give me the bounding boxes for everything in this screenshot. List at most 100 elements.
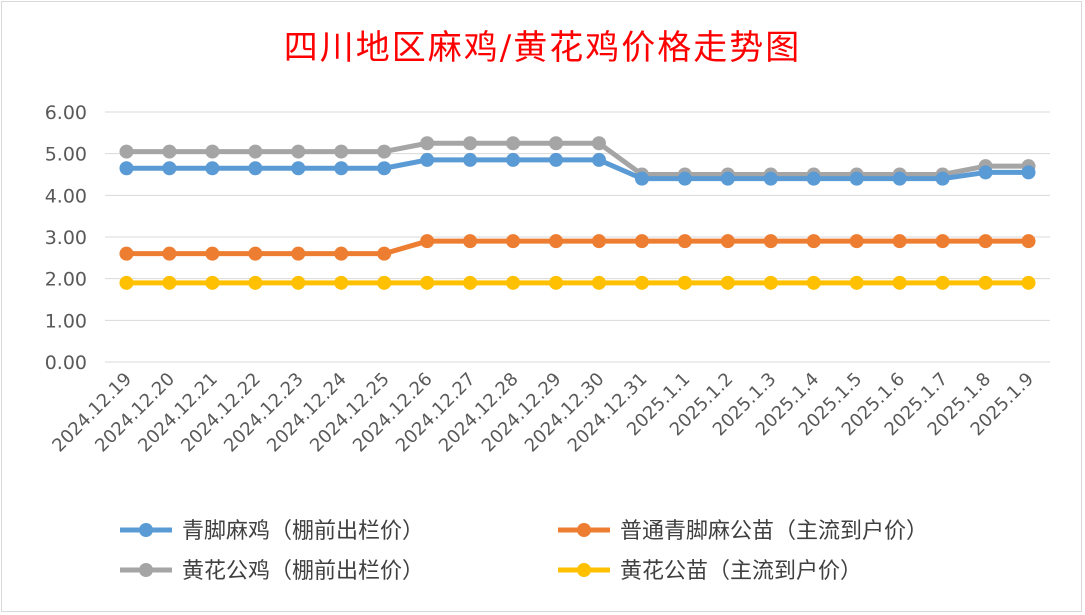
legend-swatch-marker bbox=[577, 563, 591, 577]
data-point bbox=[763, 234, 778, 249]
data-point bbox=[763, 171, 778, 186]
data-point bbox=[420, 136, 435, 151]
data-point bbox=[291, 275, 306, 290]
data-point bbox=[806, 234, 821, 249]
data-point bbox=[162, 161, 177, 176]
data-point bbox=[591, 152, 606, 167]
data-point bbox=[377, 161, 392, 176]
data-point bbox=[463, 234, 478, 249]
data-point bbox=[634, 275, 649, 290]
data-point bbox=[549, 136, 564, 151]
data-point bbox=[892, 171, 907, 186]
data-point bbox=[334, 144, 349, 159]
data-point bbox=[119, 144, 134, 159]
data-point bbox=[162, 144, 177, 159]
data-point bbox=[205, 246, 220, 261]
legend: 青脚麻鸡（棚前出栏价） 普通青脚麻公苗（主流到户价） 黄花公鸡（棚前出栏价） 黄花公苗… bbox=[120, 519, 928, 584]
data-point bbox=[420, 234, 435, 249]
legend-label: 黄花公鸡（棚前出栏价） bbox=[182, 559, 424, 584]
data-point bbox=[420, 152, 435, 167]
data-point bbox=[549, 152, 564, 167]
y-tick-label: 2.00 bbox=[45, 269, 87, 291]
data-point bbox=[1021, 165, 1036, 180]
y-tick-label: 6.00 bbox=[45, 102, 87, 124]
legend-entry: 黄花公鸡（棚前出栏价） bbox=[120, 559, 424, 584]
data-point bbox=[205, 275, 220, 290]
data-point bbox=[634, 234, 649, 249]
data-point bbox=[1021, 234, 1036, 249]
data-point bbox=[849, 275, 864, 290]
series-1 bbox=[119, 234, 1036, 261]
legend-swatch-marker bbox=[139, 563, 153, 577]
series-line bbox=[126, 140, 1029, 177]
series-lines bbox=[119, 136, 1036, 290]
series-line bbox=[126, 238, 1029, 257]
y-tick-label: 4.00 bbox=[45, 185, 87, 207]
data-point bbox=[463, 152, 478, 167]
data-point bbox=[720, 234, 735, 249]
data-point bbox=[205, 144, 220, 159]
data-point bbox=[677, 234, 692, 249]
data-point bbox=[506, 234, 521, 249]
data-point bbox=[806, 171, 821, 186]
data-point bbox=[291, 144, 306, 159]
y-tick-label: 0.00 bbox=[45, 352, 87, 374]
series-0 bbox=[119, 152, 1036, 186]
data-point bbox=[677, 171, 692, 186]
data-point bbox=[892, 275, 907, 290]
data-point bbox=[334, 161, 349, 176]
data-point bbox=[978, 234, 993, 249]
data-point bbox=[935, 171, 950, 186]
data-point bbox=[119, 275, 134, 290]
series-3 bbox=[119, 275, 1036, 290]
data-point bbox=[677, 275, 692, 290]
data-point bbox=[720, 171, 735, 186]
legend-swatch-marker bbox=[577, 523, 591, 537]
data-point bbox=[162, 246, 177, 261]
legend-entry: 青脚麻鸡（棚前出栏价） bbox=[120, 519, 424, 544]
data-point bbox=[463, 136, 478, 151]
chart-title: 四川地区麻鸡/黄花鸡价格走势图 bbox=[283, 28, 802, 68]
data-point bbox=[119, 161, 134, 176]
data-point bbox=[506, 152, 521, 167]
data-point bbox=[506, 136, 521, 151]
x-axis-ticks: 2024.12.192024.12.202024.12.212024.12.22… bbox=[48, 369, 1038, 457]
data-point bbox=[248, 275, 263, 290]
data-point bbox=[978, 165, 993, 180]
data-point bbox=[506, 275, 521, 290]
data-point bbox=[1021, 275, 1036, 290]
data-point bbox=[291, 246, 306, 261]
data-point bbox=[591, 275, 606, 290]
data-point bbox=[334, 246, 349, 261]
data-point bbox=[849, 234, 864, 249]
data-point bbox=[334, 275, 349, 290]
data-point bbox=[377, 275, 392, 290]
data-point bbox=[420, 275, 435, 290]
legend-label: 普通青脚麻公苗（主流到户价） bbox=[620, 519, 928, 544]
data-point bbox=[248, 144, 263, 159]
data-point bbox=[806, 275, 821, 290]
data-point bbox=[720, 275, 735, 290]
data-point bbox=[248, 161, 263, 176]
legend-swatch-marker bbox=[139, 523, 153, 537]
data-point bbox=[205, 161, 220, 176]
data-point bbox=[162, 275, 177, 290]
legend-entry: 普通青脚麻公苗（主流到户价） bbox=[558, 519, 928, 544]
data-point bbox=[377, 144, 392, 159]
legend-label: 青脚麻鸡（棚前出栏价） bbox=[182, 519, 424, 544]
data-point bbox=[119, 246, 134, 261]
y-tick-label: 3.00 bbox=[45, 227, 87, 249]
data-point bbox=[591, 136, 606, 151]
legend-entry: 黄花公苗（主流到户价） bbox=[558, 559, 862, 584]
data-point bbox=[248, 246, 263, 261]
data-point bbox=[935, 275, 950, 290]
data-point bbox=[935, 234, 950, 249]
data-point bbox=[377, 246, 392, 261]
data-point bbox=[634, 171, 649, 186]
data-point bbox=[763, 275, 778, 290]
data-point bbox=[549, 234, 564, 249]
data-point bbox=[549, 275, 564, 290]
data-point bbox=[591, 234, 606, 249]
